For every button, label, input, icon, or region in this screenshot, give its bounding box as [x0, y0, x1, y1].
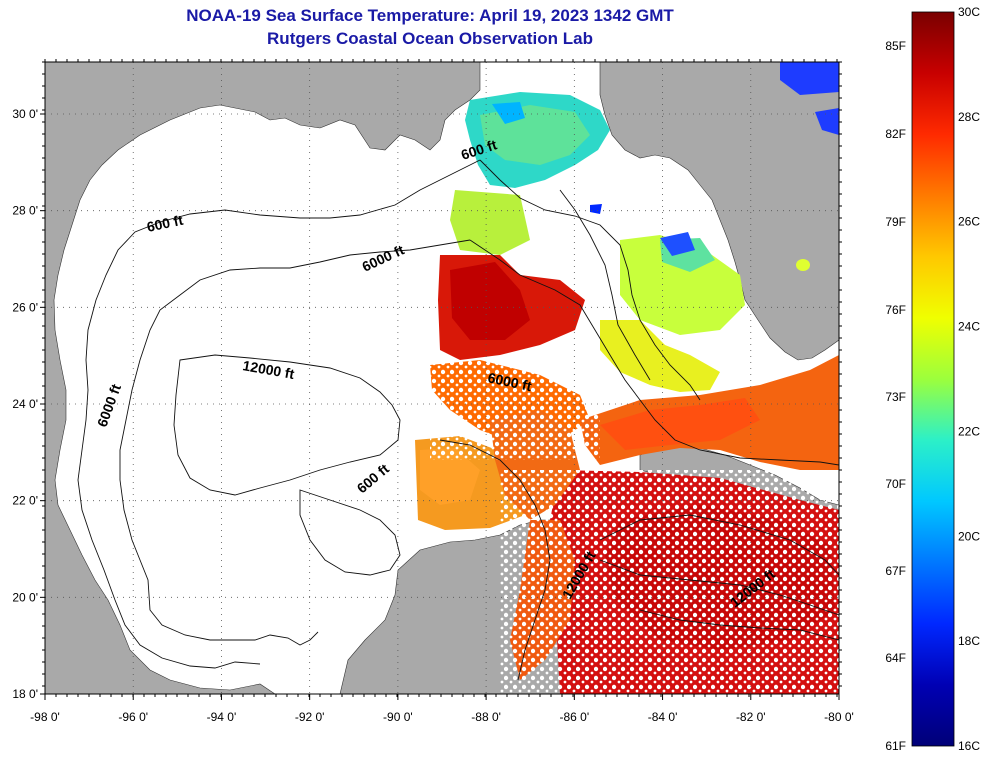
longitude-label: -96 0': [118, 710, 148, 724]
map-title: NOAA-19 Sea Surface Temperature: April 1…: [186, 6, 674, 25]
latitude-label: 20 0': [12, 590, 38, 604]
colorbar-celsius-label: 30C: [958, 5, 980, 19]
longitude-labels: -98 0' -96 0' -94 0' -92 0' -90 0' -88 0' -86 …: [30, 710, 854, 724]
colorbar-fahrenheit-label: 64F: [885, 651, 906, 665]
colorbar-celsius-label: 28C: [958, 110, 980, 124]
colorbar-celsius-label: 24C: [958, 320, 980, 334]
colorbar-scale: [911, 11, 955, 747]
contour-label: 600 ft: [145, 212, 184, 235]
longitude-label: -88 0': [471, 710, 501, 724]
longitude-label: -94 0': [207, 710, 237, 724]
sst-data: [415, 62, 839, 694]
colorbar-celsius-label: 18C: [958, 634, 980, 648]
colorbar-fahrenheit-labels: 85F 82F 79F 76F 73F 70F 67F 64F 61F: [885, 39, 906, 753]
colorbar-celsius-labels: 30C 28C 26C 24C 22C 20C 18C 16C: [958, 5, 980, 753]
colorbar-celsius-label: 22C: [958, 424, 980, 438]
latitude-label: 26 0': [12, 300, 38, 314]
colorbar-fahrenheit-label: 70F: [885, 477, 906, 491]
colorbar-celsius-label: 20C: [958, 529, 980, 543]
axis-ticks: [40, 59, 842, 700]
colorbar-celsius-label: 26C: [958, 215, 980, 229]
longitude-label: -92 0': [295, 710, 325, 724]
bathymetry-contours: [77, 159, 839, 681]
colorbar-fahrenheit-label: 85F: [885, 39, 906, 53]
graticule: [45, 62, 839, 694]
longitude-label: -86 0': [560, 710, 590, 724]
latitude-label: 22 0': [12, 494, 38, 508]
longitude-label: -80 0': [824, 710, 854, 724]
latitude-label: 18 0': [12, 687, 38, 701]
map-frame: [44, 61, 840, 695]
colorbar-fahrenheit-label: 79F: [885, 215, 906, 229]
map-subtitle: Rutgers Coastal Ocean Observation Lab: [267, 29, 593, 48]
latitude-labels: 30 0' 28 0' 26 0' 24 0' 22 0' 20 0' 18 0': [12, 107, 38, 701]
longitude-label: -90 0': [383, 710, 413, 724]
colorbar-fahrenheit-label: 67F: [885, 564, 906, 578]
colorbar-celsius-label: 16C: [958, 739, 980, 753]
colorbar-fahrenheit-label: 73F: [885, 390, 906, 404]
latitude-label: 30 0': [12, 107, 38, 121]
colorbar-fahrenheit-label: 82F: [885, 127, 906, 141]
latitude-label: 24 0': [12, 397, 38, 411]
colorbar-fahrenheit-label: 61F: [885, 739, 906, 753]
latitude-label: 28 0': [12, 204, 38, 218]
longitude-label: -98 0': [30, 710, 60, 724]
longitude-label: -84 0': [648, 710, 678, 724]
colorbar-fahrenheit-label: 76F: [885, 303, 906, 317]
colorbar: 85F 82F 79F 76F 73F 70F 67F 64F 61F 30C 28C 26C 24C…: [885, 5, 980, 753]
longitude-label: -82 0': [736, 710, 766, 724]
